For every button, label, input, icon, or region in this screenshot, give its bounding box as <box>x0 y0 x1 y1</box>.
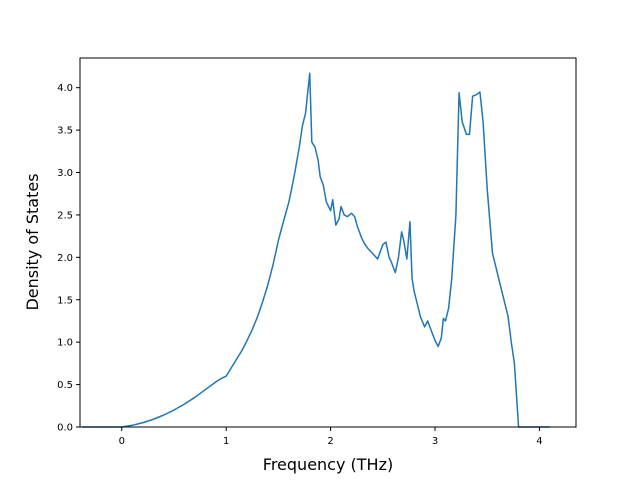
y-tick-label: 3.0 <box>57 168 73 179</box>
x-tick-label: 0 <box>119 436 125 447</box>
y-tick-label: 0.5 <box>57 380 73 391</box>
y-tick-label: 2.5 <box>57 210 73 221</box>
x-tick-label: 4 <box>536 436 542 447</box>
axes-frame <box>79 57 577 428</box>
y-tick-label: 2.0 <box>57 253 73 264</box>
y-tick-label: 1.5 <box>57 295 73 306</box>
x-tick-label: 3 <box>432 436 438 447</box>
y-axis-label: Density of States <box>23 173 42 310</box>
y-tick-label: 1.0 <box>57 338 73 349</box>
y-tick-label: 3.5 <box>57 126 73 137</box>
y-tick-label: 4.0 <box>57 83 73 94</box>
x-tick-label: 2 <box>327 436 333 447</box>
x-tick-label: 1 <box>223 436 229 447</box>
series-line-0 <box>82 72 550 428</box>
x-axis-label: Frequency (THz) <box>263 455 393 474</box>
y-tick-label: 0.0 <box>57 423 73 434</box>
